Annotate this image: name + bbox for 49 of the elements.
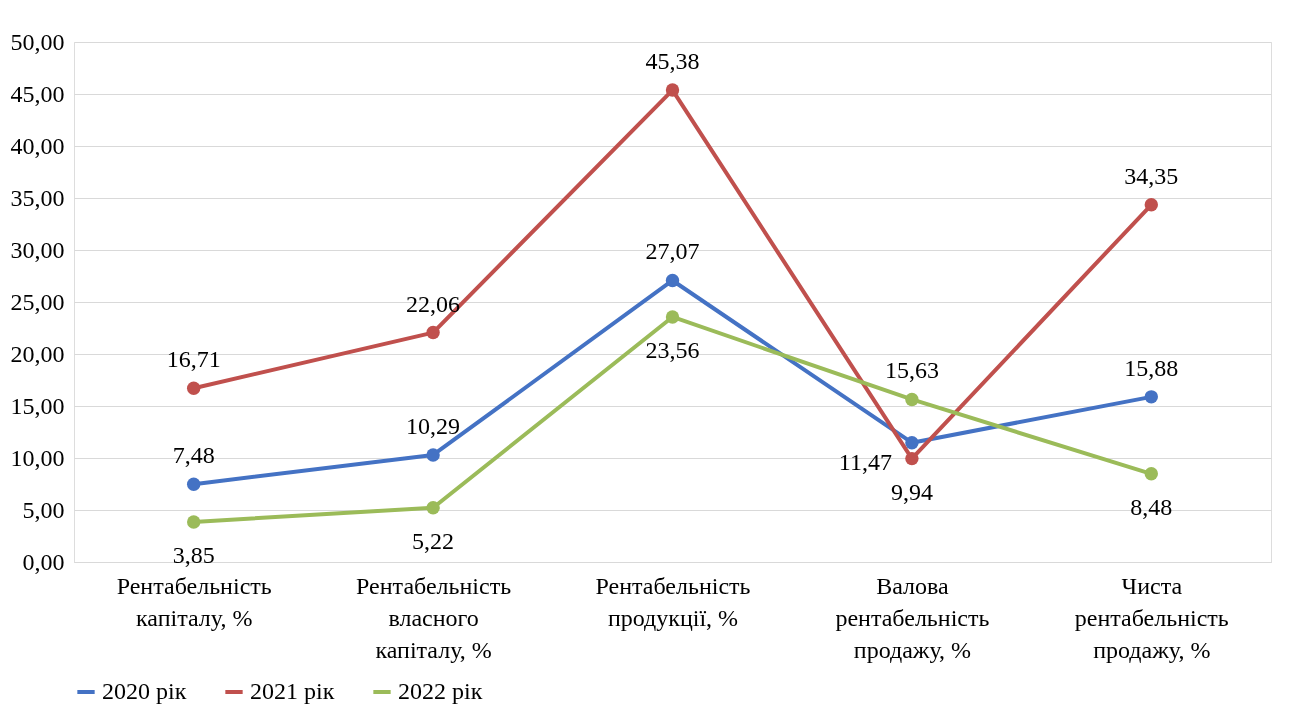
data-label: 45,38 <box>645 48 700 75</box>
x-tick-label: Рентабельність власного капіталу, % <box>356 572 512 663</box>
x-tick-label: Рентабельність продукції, % <box>595 572 751 631</box>
y-tick-label: 40,00 <box>10 132 65 159</box>
data-label: 7,48 <box>172 442 215 469</box>
y-tick-label: 45,00 <box>10 80 65 107</box>
point <box>426 448 440 462</box>
y-tick-label: 20,00 <box>10 340 65 367</box>
y-tick-label: 25,00 <box>10 288 65 315</box>
y-tick-label: 10,00 <box>10 444 65 471</box>
point <box>905 436 919 450</box>
point <box>905 451 919 466</box>
data-label: 16,71 <box>166 346 221 373</box>
data-label: 23,56 <box>645 336 700 363</box>
point <box>186 477 201 491</box>
point <box>426 501 440 515</box>
point <box>665 273 680 288</box>
data-label: 27,07 <box>645 238 700 265</box>
y-tick-label: 5,00 <box>22 496 65 523</box>
point <box>665 310 680 324</box>
point <box>426 325 440 340</box>
point <box>186 381 201 395</box>
x-tick-label: Валова рентабельність продажу, % <box>835 572 990 663</box>
data-label: 15,88 <box>1124 354 1179 381</box>
point <box>905 392 919 407</box>
data-label: 9,94 <box>890 478 933 505</box>
point <box>665 83 680 97</box>
y-tick-label: 0,00 <box>22 548 65 575</box>
data-label: 15,63 <box>884 357 939 384</box>
point <box>1144 467 1159 481</box>
data-label: 10,29 <box>406 412 461 439</box>
data-label: 5,22 <box>412 527 455 554</box>
y-tick-label: 50,00 <box>10 28 65 55</box>
point <box>1144 390 1159 404</box>
data-label: 11,47 <box>838 448 892 475</box>
point <box>186 515 201 529</box>
legend-label: 2021 рік <box>250 678 335 704</box>
legend-label: 2020 рік <box>102 678 187 704</box>
point <box>1144 198 1159 212</box>
data-label: 34,35 <box>1124 162 1179 189</box>
legend-label: 2022 рік <box>398 678 483 704</box>
data-label: 8,48 <box>1130 493 1173 520</box>
y-tick-label: 35,00 <box>10 184 65 211</box>
data-label: 22,06 <box>406 290 461 317</box>
x-tick-label: Чиста рентабельність продажу, % <box>1074 572 1229 663</box>
y-tick-label: 15,00 <box>10 392 65 419</box>
data-label: 3,85 <box>172 541 215 568</box>
x-tick-label: Рентабельність капіталу, % <box>116 572 272 631</box>
y-tick-label: 30,00 <box>10 236 65 263</box>
